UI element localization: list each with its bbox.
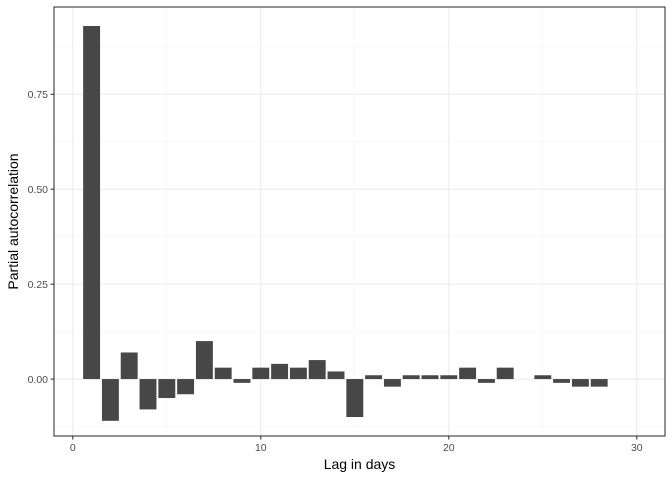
bar-lag-5 (158, 379, 176, 399)
y-tick-label: 0.25 (28, 279, 49, 291)
x-tick-label: 20 (443, 442, 455, 454)
bar-lag-13 (308, 360, 326, 380)
bar-lag-9 (233, 379, 251, 383)
bars (83, 25, 608, 421)
ticks: 0 10 20 30 0.00 0.25 0.50 0.75 (28, 89, 643, 454)
bar-lag-23 (496, 367, 514, 380)
bar-lag-6 (177, 379, 195, 395)
bar-lag-27 (571, 379, 589, 387)
bar-lag-15 (346, 379, 364, 418)
bar-lag-22 (477, 379, 495, 383)
y-tick-label: 0.50 (28, 184, 49, 196)
bar-lag-10 (252, 367, 270, 380)
x-tick-label: 0 (70, 442, 76, 454)
x-tick-label: 10 (255, 442, 267, 454)
y-axis-title: Partial autocorrelation (5, 153, 21, 289)
x-axis-title: Lag in days (324, 456, 396, 472)
bar-lag-26 (553, 379, 571, 383)
panel-background (54, 7, 665, 436)
bar-lag-19 (421, 375, 439, 380)
bar-lag-1 (83, 25, 101, 380)
y-tick-label: 0.75 (28, 89, 49, 101)
bar-lag-17 (383, 379, 401, 387)
bar-lag-2 (101, 379, 119, 421)
bar-lag-8 (214, 367, 232, 380)
bar-lag-14 (327, 371, 345, 380)
bar-lag-28 (590, 379, 608, 387)
bar-lag-4 (139, 379, 157, 410)
bar-lag-12 (289, 367, 307, 380)
bar-lag-21 (459, 367, 477, 380)
bar-lag-7 (195, 341, 213, 380)
bar-lag-25 (534, 375, 552, 380)
bar-lag-16 (365, 375, 383, 380)
bar-lag-20 (440, 375, 458, 380)
panel-border (53, 6, 666, 437)
bar-lag-18 (402, 375, 420, 380)
y-tick-label: 0.00 (28, 374, 49, 386)
x-tick-label: 30 (631, 442, 643, 454)
bar-lag-3 (120, 352, 138, 380)
bar-lag-11 (271, 363, 289, 380)
